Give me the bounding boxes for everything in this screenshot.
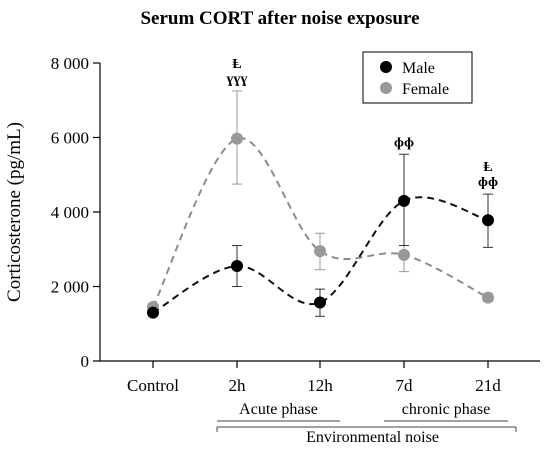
annotation-symbol: ɣɣɣ	[227, 72, 248, 87]
legend-label-male: Male	[402, 60, 435, 77]
y-tick-label: 2 000	[51, 278, 89, 297]
fitted-curves	[152, 137, 489, 314]
chart-title: Serum CORT after noise exposure	[140, 8, 419, 29]
x-tick-label: 7d	[396, 376, 414, 395]
axes: 0 2 000 4 000 6 000 8 000 Control 2h 12h 7d 21d	[51, 54, 540, 395]
point-female	[314, 245, 326, 258]
legend-label-female: Female	[402, 81, 449, 98]
x-tick-label: 12h	[307, 376, 333, 395]
error-bars	[148, 90, 493, 317]
group-label: Acute phase	[239, 401, 318, 418]
point-male	[482, 214, 494, 227]
y-axis-label: Corticosterone (pg/mL)	[4, 122, 25, 302]
annotation-symbol: ɸɸ	[394, 135, 414, 150]
x-tick-label: 21d	[475, 376, 501, 395]
x-tick-label: 2h	[229, 376, 247, 395]
legend: Male Female	[362, 51, 473, 104]
point-male	[147, 306, 159, 319]
point-female	[398, 248, 410, 261]
y-tick-label: 0	[81, 352, 90, 371]
outer-group-label: Environmental noise	[306, 429, 439, 446]
legend-marker-male	[380, 61, 392, 73]
y-tick-label: 8 000	[51, 54, 89, 73]
point-female	[231, 132, 243, 145]
legend-marker-female	[380, 82, 392, 94]
legend-box	[362, 51, 473, 104]
annotation-symbol: Ⱡ	[232, 57, 241, 72]
annotation-symbol: ɸɸ	[478, 175, 498, 190]
y-tick-label: 4 000	[51, 203, 89, 222]
x-tick-label: Control	[127, 376, 179, 395]
data-points	[147, 132, 494, 319]
curve-female	[152, 137, 489, 308]
y-tick-label: 6 000	[51, 129, 89, 148]
point-male	[231, 260, 243, 273]
annotation-symbol: Ⱡ	[483, 160, 492, 175]
x-groupings: Acute phase chronic phase Environmental no…	[216, 401, 517, 446]
point-male	[398, 194, 410, 207]
point-male	[314, 296, 326, 309]
point-female	[482, 291, 494, 304]
group-label: chronic phase	[402, 401, 490, 418]
